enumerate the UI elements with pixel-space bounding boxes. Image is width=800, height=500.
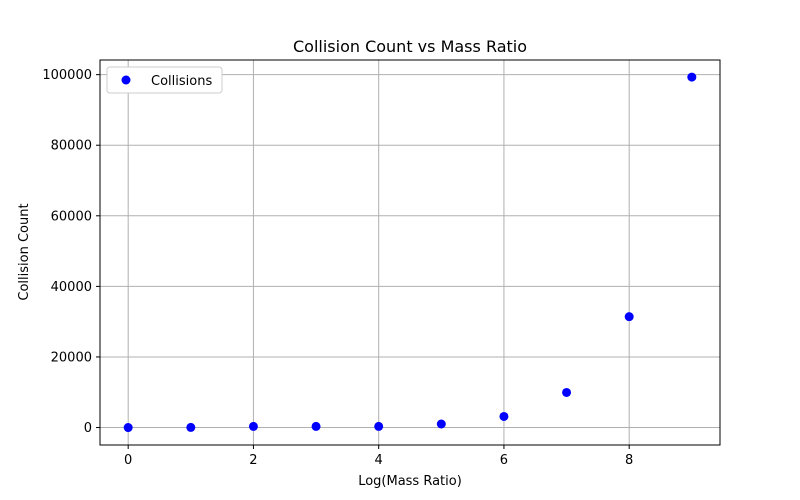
data-point (374, 421, 384, 431)
y-tick-label: 0 (84, 421, 92, 436)
data-point (123, 423, 133, 433)
legend-marker (121, 75, 131, 85)
chart-title: Collision Count vs Mass Ratio (293, 37, 527, 56)
data-point (499, 411, 509, 421)
y-tick-label: 60000 (51, 209, 92, 224)
data-point (562, 387, 572, 397)
data-point (624, 312, 634, 322)
x-tick-label: 2 (249, 453, 257, 468)
x-tick-label: 0 (124, 453, 132, 468)
data-point (186, 422, 196, 432)
x-axis-label: Log(Mass Ratio) (358, 474, 462, 489)
y-axis-ticks: 0 20000 40000 60000 80000 100000 (42, 68, 100, 436)
y-tick-label: 80000 (51, 139, 92, 154)
y-tick-label: 20000 (51, 350, 92, 365)
data-point (311, 421, 321, 431)
x-tick-label: 6 (500, 453, 508, 468)
plot-frame (99, 59, 721, 446)
scatter-points (123, 72, 697, 433)
x-axis-ticks: 0 2 4 6 8 (124, 445, 633, 468)
data-point (248, 421, 258, 431)
y-tick-label: 40000 (51, 280, 92, 295)
x-tick-label: 8 (625, 453, 633, 468)
y-tick-label: 100000 (42, 68, 92, 83)
legend-label: Collisions (151, 74, 212, 89)
data-point (436, 419, 446, 429)
y-axis-label: Collision Count (17, 203, 32, 300)
x-tick-label: 4 (375, 453, 383, 468)
legend: Collisions (106, 66, 223, 94)
data-point (687, 72, 697, 82)
legend-box (106, 66, 223, 94)
grid (100, 60, 720, 445)
